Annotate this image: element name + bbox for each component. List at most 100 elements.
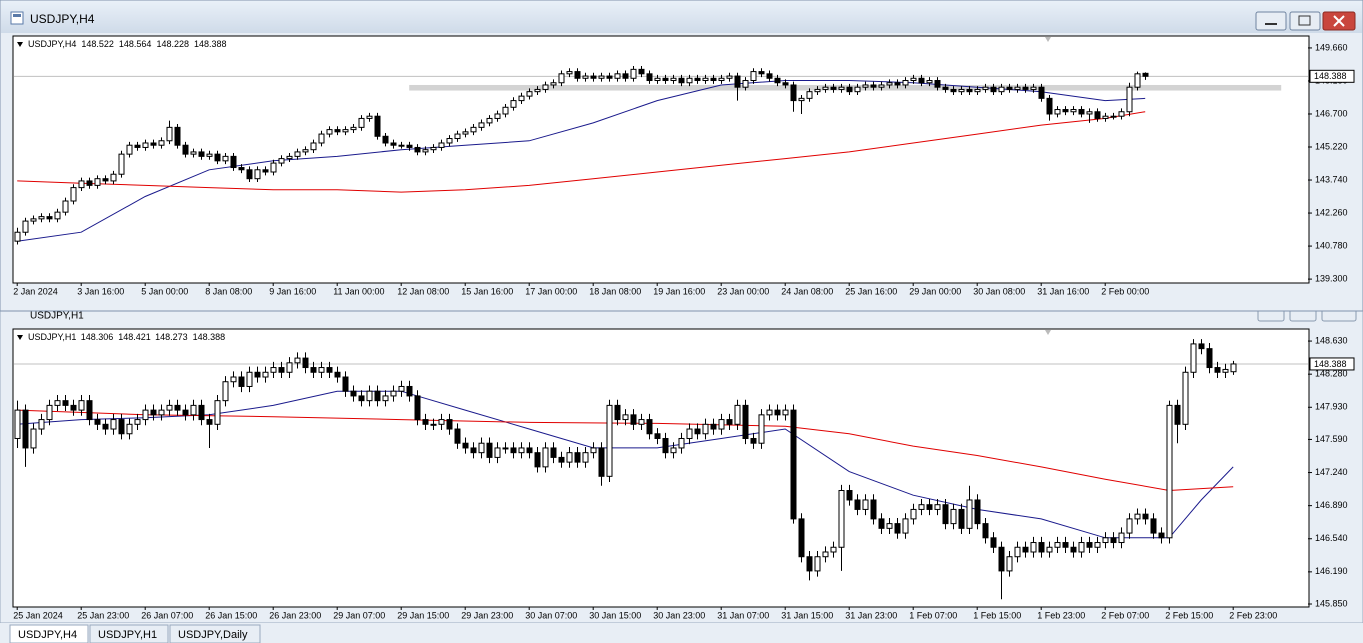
x-tick-label: 29 Jan 15:00 bbox=[397, 610, 449, 620]
candle-body bbox=[334, 129, 341, 133]
candle-body bbox=[654, 77, 661, 82]
candle-body bbox=[166, 404, 173, 411]
candle-body bbox=[454, 133, 461, 140]
candle-body bbox=[70, 404, 77, 411]
last-price-label: 148.388 bbox=[1314, 71, 1347, 81]
candle-body bbox=[430, 146, 437, 151]
candle-body bbox=[918, 77, 925, 84]
candle-body bbox=[1014, 86, 1021, 90]
candle-body bbox=[366, 390, 373, 402]
candle-body bbox=[1086, 111, 1093, 115]
candle-body bbox=[486, 442, 493, 458]
candle-body bbox=[390, 390, 397, 397]
candle-body bbox=[694, 428, 701, 435]
candle-body bbox=[574, 452, 581, 463]
candle-body bbox=[390, 142, 397, 146]
candle-body bbox=[1094, 111, 1101, 119]
candle-body bbox=[590, 447, 597, 454]
candle-body bbox=[102, 178, 109, 182]
tab-label[interactable]: USDJPY,Daily bbox=[178, 629, 248, 641]
candle-body bbox=[862, 499, 869, 510]
candle-body bbox=[486, 117, 493, 124]
x-tick-label: 26 Jan 23:00 bbox=[269, 610, 321, 620]
candle-body bbox=[1014, 546, 1021, 558]
candle-body bbox=[958, 508, 965, 529]
tab[interactable] bbox=[9, 624, 89, 643]
symbol: USDJPY,H1 bbox=[28, 332, 76, 342]
candle-body bbox=[870, 84, 877, 88]
candle-body bbox=[998, 86, 1005, 93]
candle-body bbox=[38, 216, 45, 220]
tab-label[interactable]: USDJPY,H1 bbox=[98, 629, 157, 641]
candle-body bbox=[30, 428, 37, 449]
candle-body bbox=[1206, 348, 1213, 369]
candle-body bbox=[1110, 537, 1117, 544]
candle-body bbox=[1006, 86, 1013, 90]
candle-body bbox=[286, 155, 293, 160]
candle-body bbox=[990, 86, 997, 93]
candle-body bbox=[750, 437, 757, 444]
candle-body bbox=[494, 447, 501, 458]
candle-body bbox=[318, 133, 325, 144]
shift-marker bbox=[1045, 37, 1051, 42]
candle-body bbox=[62, 200, 69, 213]
candle-body bbox=[230, 376, 237, 383]
candle-body bbox=[814, 556, 821, 572]
candle-body bbox=[1078, 542, 1085, 553]
candle-body bbox=[14, 231, 21, 242]
candle-body bbox=[790, 84, 797, 102]
candle-body bbox=[1062, 542, 1069, 548]
candle-body bbox=[934, 80, 941, 88]
candle-body bbox=[1022, 86, 1029, 90]
x-tick-label: 25 Jan 23:00 bbox=[77, 610, 129, 620]
candle-body bbox=[966, 499, 973, 529]
window-buttons[interactable] bbox=[1255, 11, 1356, 31]
moving-average bbox=[17, 390, 1234, 539]
candle-body bbox=[598, 75, 605, 79]
candle-body bbox=[654, 433, 661, 439]
candle-body bbox=[774, 409, 781, 416]
candle-body bbox=[550, 447, 557, 458]
candle-body bbox=[702, 423, 709, 435]
x-tick-label: 2 Feb 23:00 bbox=[1229, 610, 1277, 620]
candle-body bbox=[214, 400, 221, 425]
header-arrow bbox=[17, 42, 23, 47]
y-tick-label: 148.630 bbox=[1315, 335, 1348, 345]
x-tick-label: 26 Jan 07:00 bbox=[141, 610, 193, 620]
tab-label[interactable]: USDJPY,H4 bbox=[18, 629, 77, 641]
candle-body bbox=[1094, 542, 1101, 548]
candle-body bbox=[1230, 363, 1237, 373]
candle-body bbox=[286, 362, 293, 373]
candle-body bbox=[54, 211, 61, 220]
candle-body bbox=[142, 409, 149, 421]
candle-body bbox=[182, 409, 189, 416]
y-tick-label: 147.590 bbox=[1315, 434, 1348, 444]
candle-body bbox=[1102, 115, 1109, 119]
candle-body bbox=[406, 144, 413, 148]
candle-body bbox=[526, 91, 533, 97]
candle-body bbox=[990, 537, 997, 548]
candle-body bbox=[78, 400, 85, 411]
candle-body bbox=[694, 77, 701, 82]
candle-body bbox=[278, 158, 285, 164]
tab[interactable] bbox=[89, 624, 169, 643]
y-tick-label: 149.660 bbox=[1315, 42, 1348, 52]
candle-body bbox=[446, 138, 453, 144]
candle-body bbox=[270, 162, 277, 173]
candle-body bbox=[182, 144, 189, 155]
candle-body bbox=[838, 86, 845, 90]
y-tick-label: 146.190 bbox=[1315, 566, 1348, 576]
price-zone bbox=[409, 84, 1282, 91]
candle-body bbox=[574, 71, 581, 79]
candle-body bbox=[246, 371, 253, 387]
ohlc-value: 148.421 bbox=[118, 332, 151, 342]
x-tick-label: 23 Jan 00:00 bbox=[717, 286, 769, 296]
candle-body bbox=[510, 100, 517, 108]
tab[interactable] bbox=[169, 624, 261, 643]
candle-body bbox=[822, 86, 829, 90]
candle-body bbox=[870, 499, 877, 520]
candle-body bbox=[950, 508, 957, 525]
candle-body bbox=[198, 151, 205, 157]
x-tick-label: 3 Jan 16:00 bbox=[77, 286, 124, 296]
